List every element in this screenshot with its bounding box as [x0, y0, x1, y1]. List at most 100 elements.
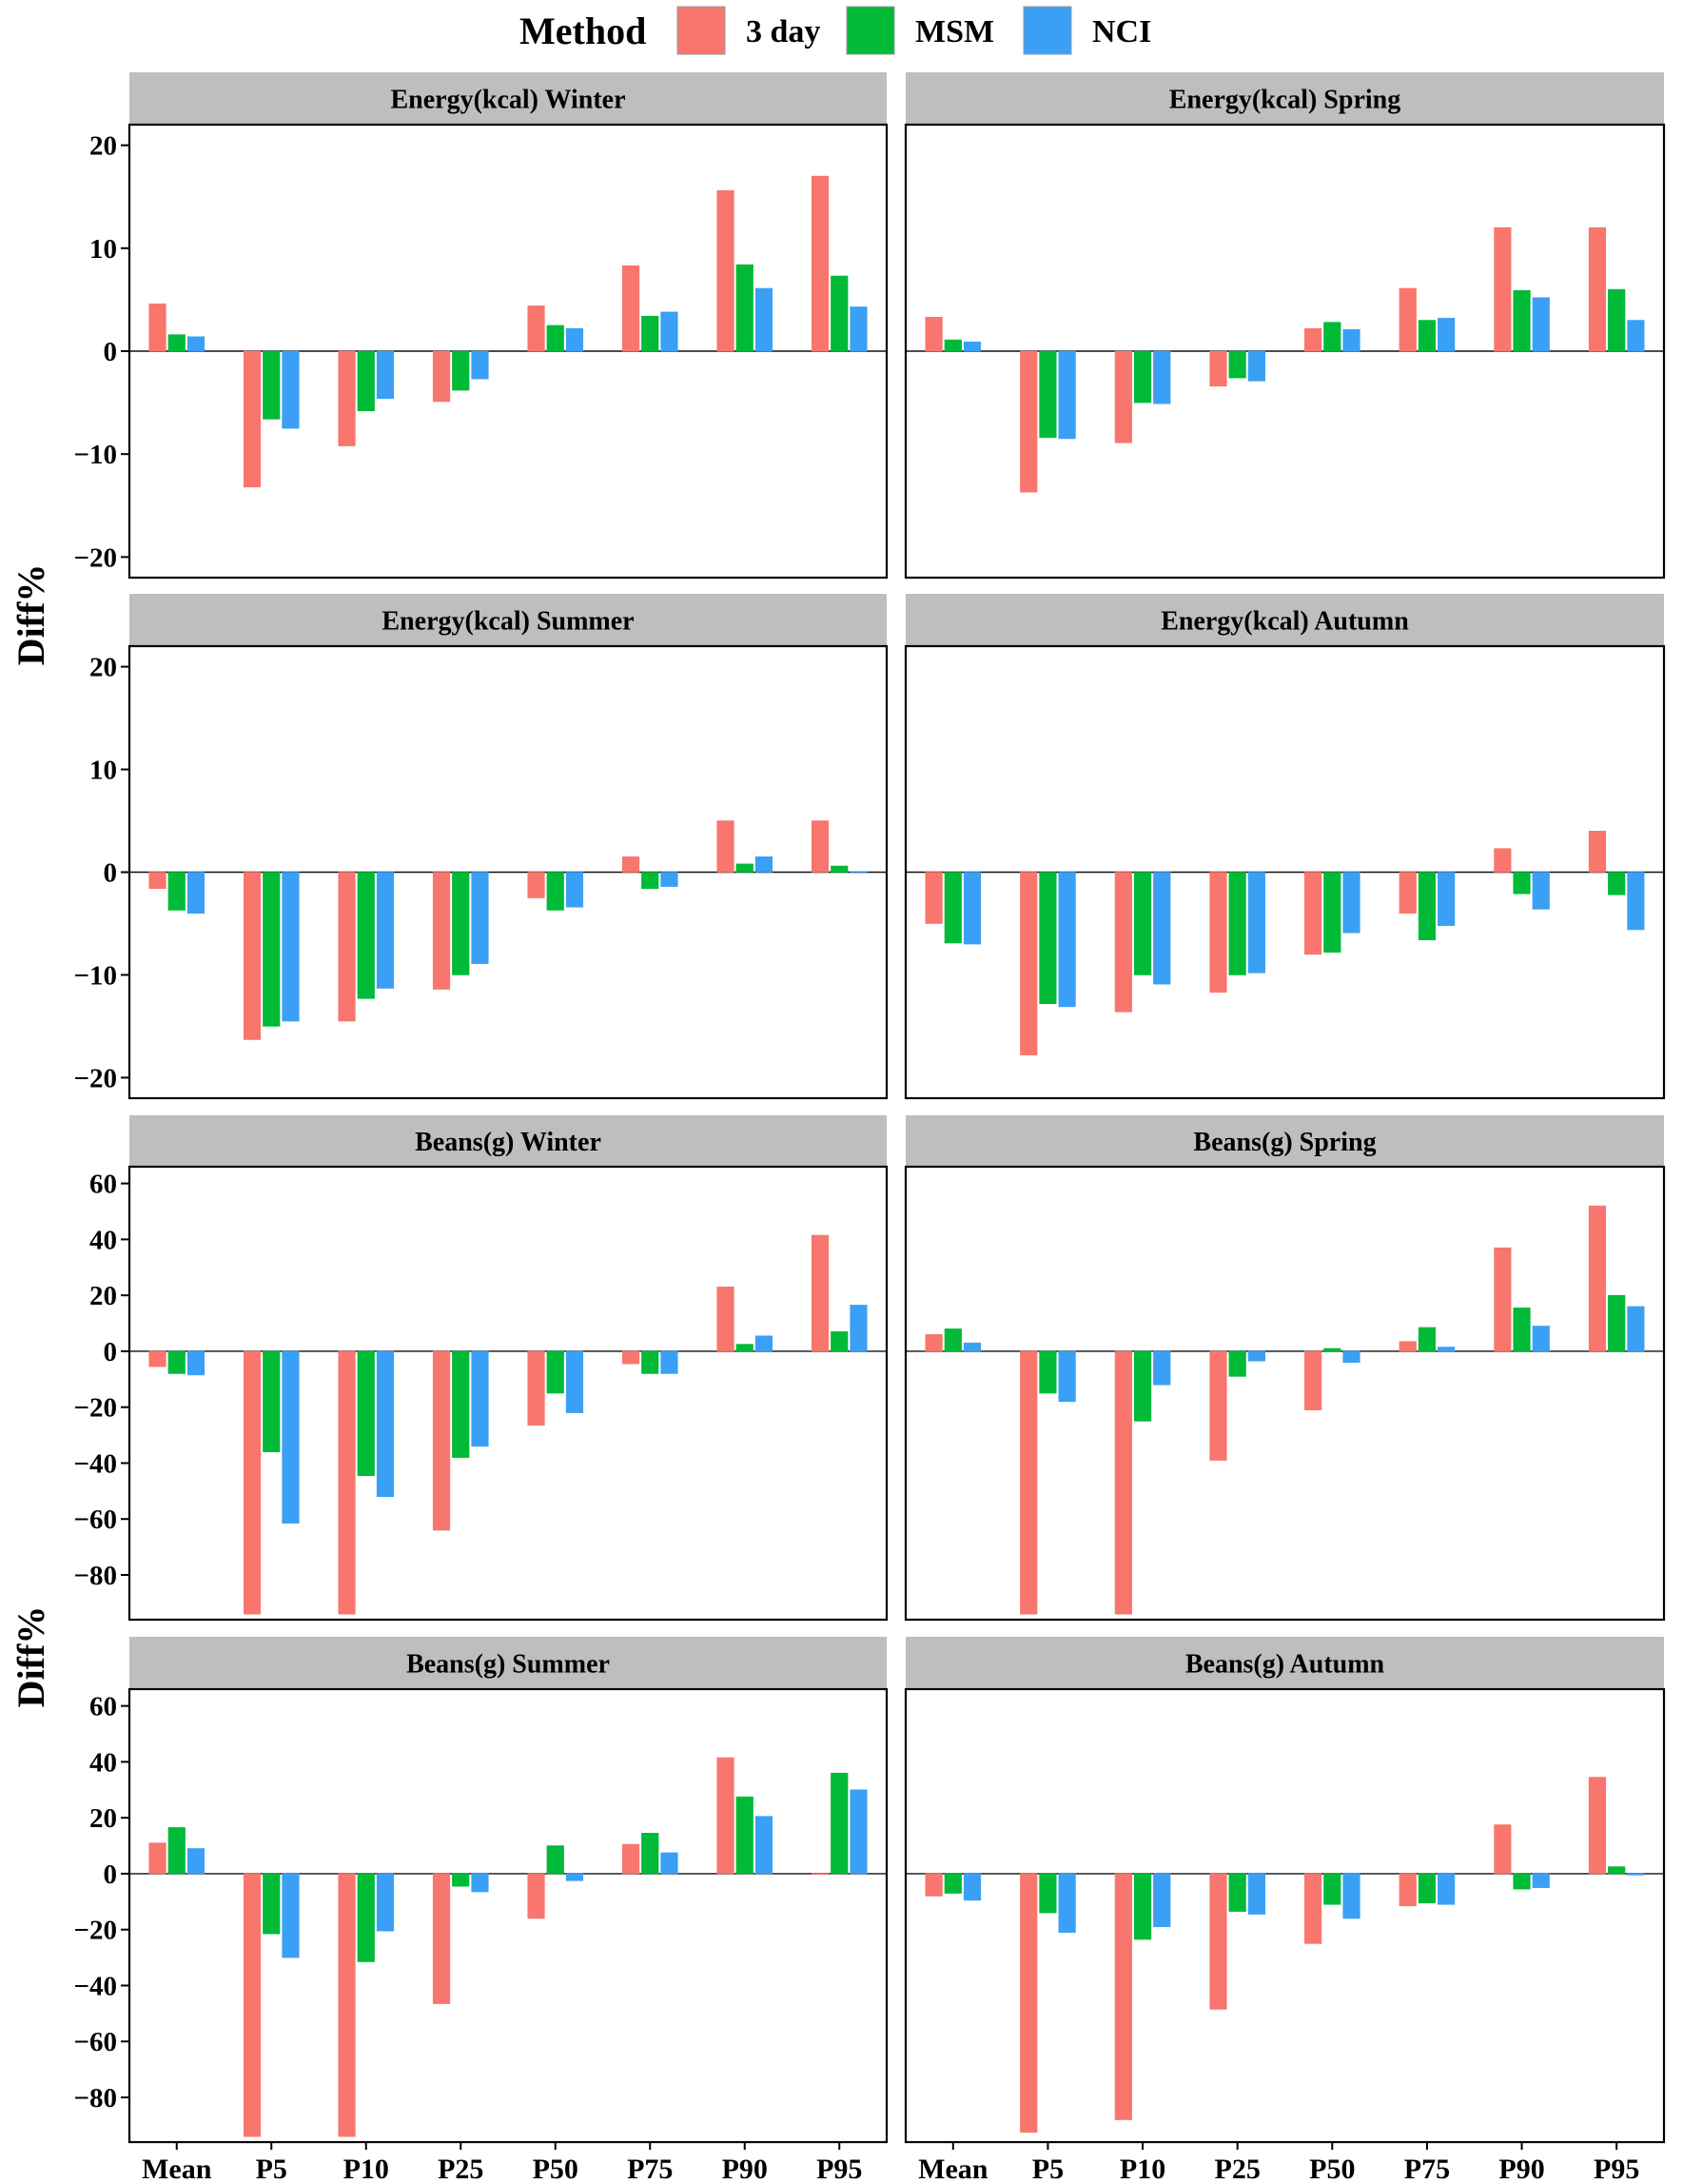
bar: [1209, 1350, 1227, 1461]
bar: [1342, 872, 1360, 934]
bar: [243, 350, 262, 488]
panel-strip: [906, 594, 1664, 646]
bar: [1247, 350, 1265, 382]
bar: [1418, 1873, 1437, 1904]
bar: [963, 1342, 982, 1352]
bar: [1058, 350, 1076, 440]
bar: [944, 339, 962, 352]
bar: [527, 1350, 545, 1426]
bar: [660, 872, 678, 887]
x-tick-label: P90: [1498, 2154, 1544, 2184]
bar: [831, 275, 849, 352]
bar: [735, 863, 753, 873]
bar: [850, 1789, 868, 1875]
bar: [1020, 350, 1038, 493]
bar: [527, 305, 545, 352]
y-tick-label: −10: [73, 440, 117, 470]
bar: [546, 1845, 564, 1875]
bar: [338, 350, 356, 446]
y-tick-label: 20: [89, 653, 117, 683]
bar: [1627, 1306, 1645, 1352]
bar: [1020, 872, 1038, 1055]
bar: [1058, 872, 1076, 1008]
bar: [1608, 1294, 1626, 1352]
x-tick-label: P25: [438, 2154, 483, 2184]
bar: [1399, 1873, 1417, 1907]
bar: [1039, 1873, 1057, 1914]
bar: [1020, 1350, 1038, 1615]
bar: [148, 872, 166, 890]
bar: [282, 1873, 300, 1958]
bar: [716, 820, 734, 873]
panel-title: Energy(kcal) Summer: [382, 607, 634, 637]
panel-strip: [129, 594, 887, 646]
panel: Beans(g) Winter −80 −60 −40 −20 0 20 40 60: [73, 1115, 889, 1622]
x-tick-label: P95: [1594, 2154, 1639, 2184]
y-axis-label: Diff%: [10, 1606, 52, 1708]
y-tick-label: 40: [89, 1225, 117, 1255]
bar: [1608, 288, 1626, 352]
bar: [1494, 848, 1512, 873]
legend-label: 3 day: [746, 14, 820, 49]
bar: [565, 872, 584, 908]
panel-strip: [129, 72, 887, 125]
bar: [546, 872, 564, 911]
bar: [1114, 872, 1132, 1013]
bar: [641, 872, 659, 890]
bar: [167, 334, 186, 352]
bar: [263, 872, 281, 1027]
panel: Energy(kcal) Autumn: [904, 594, 1666, 1100]
bar: [527, 1873, 545, 1919]
bar: [1133, 872, 1152, 975]
bar: [263, 1350, 281, 1453]
bar: [1627, 320, 1645, 352]
y-tick-label: 20: [89, 1281, 117, 1311]
bar: [850, 872, 868, 874]
bar: [963, 1873, 982, 1901]
bar: [1494, 226, 1512, 352]
bar: [811, 1873, 830, 1876]
bar: [338, 872, 356, 1022]
bar: [754, 287, 773, 352]
bar: [1438, 872, 1456, 926]
bar: [1020, 1873, 1038, 2134]
bar: [925, 1333, 943, 1352]
bar: [1304, 327, 1322, 352]
plot-border: [127, 1687, 889, 2144]
bar: [1114, 350, 1132, 443]
bar: [263, 350, 281, 420]
bar: [1494, 1824, 1512, 1875]
bar: [186, 1350, 205, 1376]
bar: [1438, 318, 1456, 352]
bar: [1058, 1350, 1076, 1403]
bar: [148, 1350, 166, 1367]
legend-label: NCI: [1092, 14, 1151, 49]
bar: [1153, 350, 1171, 404]
bar: [1532, 1326, 1550, 1352]
bar: [660, 1350, 678, 1374]
bar: [1588, 831, 1607, 873]
y-tick-label: 40: [89, 1747, 117, 1778]
bar: [716, 1757, 734, 1875]
bar: [1247, 1873, 1265, 1915]
plot-area: [906, 1167, 1664, 1620]
bar: [1228, 1873, 1246, 1912]
legend-title: Method: [519, 10, 646, 52]
plot-border: [904, 1165, 1666, 1622]
plot-border: [127, 1165, 889, 1622]
y-tick-label: −40: [73, 1971, 117, 2001]
bar: [735, 1796, 753, 1875]
bar: [1532, 872, 1550, 910]
bar: [925, 316, 943, 352]
bar: [925, 1873, 943, 1897]
bar: [357, 872, 375, 999]
x-tick-label: P50: [1309, 2154, 1355, 2184]
y-tick-label: −60: [73, 2027, 117, 2057]
bar: [565, 327, 584, 352]
panel-strip: [906, 72, 1664, 125]
bar: [1209, 872, 1227, 994]
bar: [1608, 872, 1626, 895]
bar: [432, 872, 451, 990]
bar: [432, 1350, 451, 1531]
bar: [1608, 1866, 1626, 1875]
